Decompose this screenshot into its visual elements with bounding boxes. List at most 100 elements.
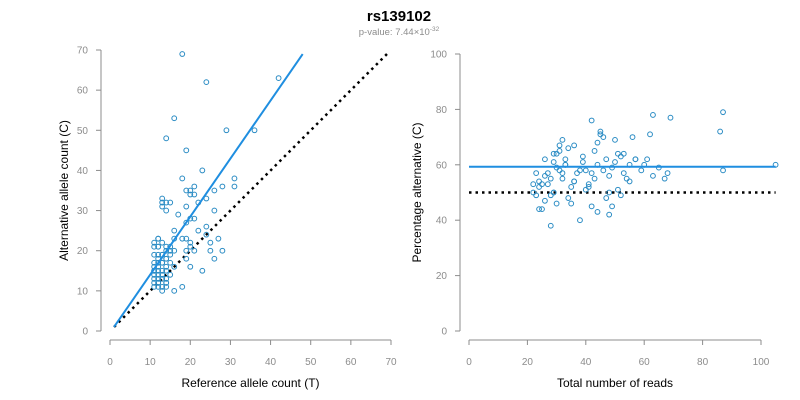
x-tick-label: 60 [345, 357, 357, 368]
data-point [597, 128, 604, 135]
x-tick-label: 40 [265, 357, 277, 368]
data-point [664, 170, 671, 177]
data-point [183, 247, 190, 254]
data-point [159, 287, 166, 294]
data-point [159, 267, 166, 274]
data-point [553, 200, 560, 207]
data-point [539, 206, 545, 213]
y-axis-title: Alternative allele count (C) [57, 120, 71, 261]
data-point [582, 167, 589, 174]
data-point [179, 235, 186, 242]
data-point [574, 170, 580, 177]
data-point [167, 251, 174, 258]
data-point [629, 134, 636, 141]
data-point [171, 263, 178, 270]
reference-line [113, 53, 388, 328]
data-point [155, 271, 162, 278]
data-point [163, 255, 170, 262]
data-point [650, 112, 656, 118]
data-point [199, 267, 206, 274]
data-point [565, 145, 572, 152]
data-point [588, 203, 595, 210]
x-tick-label: 0 [466, 357, 472, 368]
p-value-exponent: -32 [430, 26, 440, 33]
data-point [588, 170, 595, 177]
data-point [579, 159, 586, 165]
data-point [559, 170, 566, 177]
data-point [620, 150, 627, 157]
data-point [550, 150, 557, 157]
data-point [606, 189, 613, 196]
fit-line [113, 53, 304, 328]
data-point [717, 128, 724, 135]
data-point [617, 192, 624, 199]
y-tick-label: 80 [436, 105, 448, 116]
data-point [191, 191, 198, 198]
data-point [556, 167, 563, 174]
data-point [275, 75, 282, 81]
data-point [219, 247, 226, 254]
data-point [231, 183, 238, 190]
data-point [159, 195, 166, 202]
data-point [179, 51, 186, 57]
data-point [588, 117, 595, 124]
data-point [191, 183, 198, 190]
data-point [167, 271, 174, 278]
data-point [183, 219, 190, 226]
data-point [219, 183, 226, 190]
y-tick-label: 60 [436, 160, 448, 171]
y-tick-label: 100 [430, 50, 447, 61]
data-point [187, 191, 194, 198]
data-point [647, 131, 653, 138]
x-tick-label: 70 [385, 357, 397, 368]
data-point [577, 167, 583, 174]
scatter-panel-allele-counts: 0 10 20 30 40 50 60 70 0 10 20 30 40 50 60 70 Reference … [57, 46, 397, 391]
data-point [215, 235, 222, 242]
data-point [626, 178, 633, 185]
data-point [615, 186, 621, 193]
data-point [211, 207, 218, 214]
data-point [553, 150, 560, 157]
data-point [536, 206, 542, 213]
data-point [582, 186, 589, 193]
data-point [151, 275, 158, 282]
data-point [612, 159, 618, 165]
data-point [187, 263, 194, 270]
data-point [183, 235, 190, 242]
data-point [606, 172, 613, 179]
data-point [203, 231, 210, 238]
data-point [609, 203, 615, 210]
data-point [171, 287, 178, 294]
data-point [559, 175, 566, 182]
data-point [159, 259, 166, 266]
data-point [223, 127, 230, 134]
p-value-label: p-value: 7.44×10-32 [359, 26, 440, 38]
chart-title: rs139102 [367, 8, 431, 25]
data-point [617, 153, 624, 160]
data-point [171, 227, 178, 234]
data-point [571, 142, 578, 149]
y-tick-label: 30 [77, 206, 89, 217]
data-point [155, 283, 162, 290]
data-point [530, 181, 537, 188]
data-point [151, 271, 158, 278]
data-point [565, 195, 572, 201]
data-point [550, 159, 557, 165]
x-tick-label: 50 [305, 357, 317, 368]
data-point [151, 283, 158, 290]
data-point [615, 150, 621, 157]
data-point [155, 275, 162, 282]
data-point [547, 175, 554, 182]
data-point [155, 251, 162, 258]
data-point [155, 243, 162, 250]
data-point [151, 279, 158, 286]
data-point [187, 187, 194, 194]
data-point [556, 142, 563, 149]
data-point [251, 127, 258, 134]
data-point [612, 136, 618, 143]
data-point [207, 247, 214, 254]
x-tick-label: 60 [639, 357, 651, 368]
data-point [559, 136, 566, 143]
data-point [638, 167, 645, 174]
